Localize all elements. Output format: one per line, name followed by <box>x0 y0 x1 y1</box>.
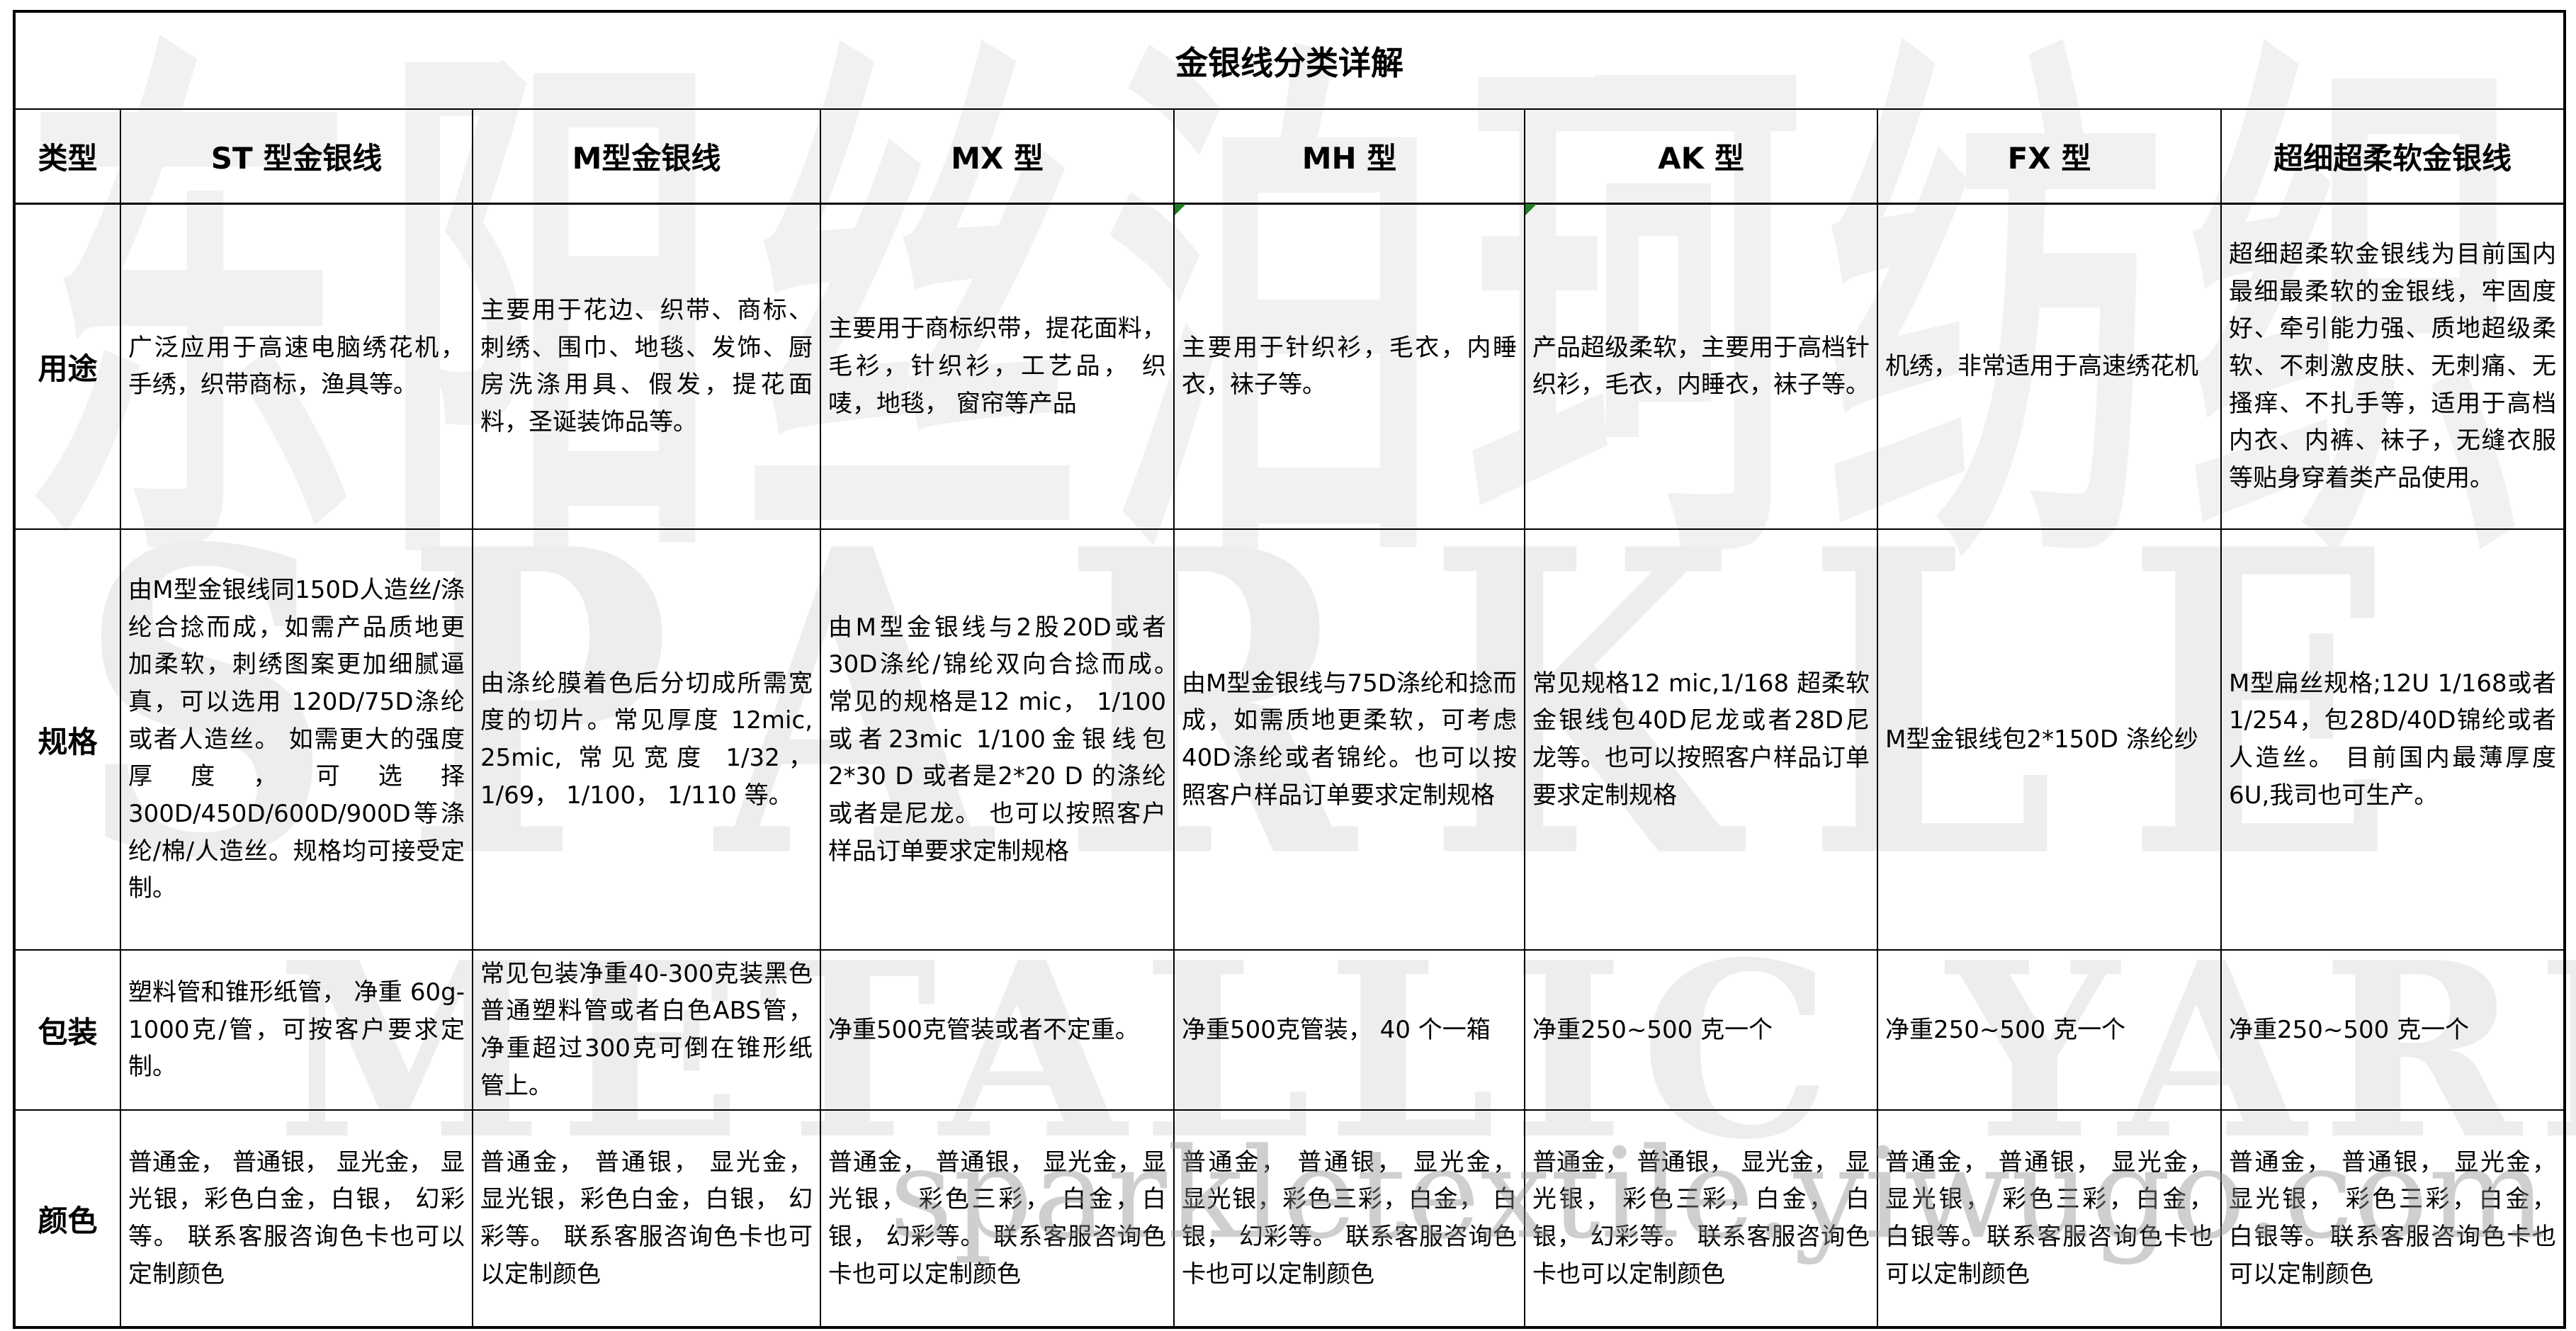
cell-spec-m[interactable]: 由涤纶膜着色后分切成所需宽度的切片。常见厚度 12mic, 25mic, 常见宽… <box>472 528 821 951</box>
table-row-packaging: 包装 塑料管和锥形纸管， 净重 60g-1000克/管，可按客户要求定制。 常见… <box>13 949 2565 1111</box>
cell-usage-st[interactable]: 广泛应用于高速电脑绣花机，手绣，织带商标，渔具等。 <box>120 203 473 530</box>
cell-spec-mh[interactable]: 由M型金银线与75D涤纶和捻而成，如需质地更柔软，可考虑40D涤纶或者锦纶。也可… <box>1173 528 1525 951</box>
cell-color-m[interactable]: 普通金， 普通银， 显光金， 显光银，彩色白金，白银， 幻彩等。 联系客服咨询色… <box>472 1109 821 1328</box>
row-label-packaging[interactable]: 包装 <box>13 949 121 1111</box>
header-cell-mh[interactable]: MH 型 <box>1173 108 1525 205</box>
cell-color-mx[interactable]: 普通金， 普通银， 显光金，显光银， 彩色三彩， 白金，白银， 幻彩等。 联系客… <box>820 1109 1175 1328</box>
header-cell-ultrafine[interactable]: 超细超柔软金银线 <box>2220 108 2565 205</box>
cell-spec-mx[interactable]: 由M型金银线与2股20D或者30D涤纶/锦纶双向合捻而成。 常见的规格是12 m… <box>820 528 1175 951</box>
header-cell-type[interactable]: 类型 <box>13 108 121 205</box>
table-row-color: 颜色 普通金， 普通银， 显光金， 显光银，彩色白金，白银， 幻彩等。 联系客服… <box>13 1109 2565 1328</box>
header-cell-ak[interactable]: AK 型 <box>1524 108 1878 205</box>
cell-packaging-st[interactable]: 塑料管和锥形纸管， 净重 60g-1000克/管，可按客户要求定制。 <box>120 949 473 1111</box>
table-row-spec: 规格 由M型金银线同150D人造丝/涤纶合捻而成，如需产品质地更加柔软，刺绣图案… <box>13 528 2565 951</box>
cell-color-ak[interactable]: 普通金， 普通银， 显光金， 显光银， 彩色三彩，白金， 白银， 幻彩等。 联系… <box>1524 1109 1878 1328</box>
row-label-usage[interactable]: 用途 <box>13 203 121 530</box>
cell-spec-st[interactable]: 由M型金银线同150D人造丝/涤纶合捻而成，如需产品质地更加柔软，刺绣图案更加细… <box>120 528 473 951</box>
cell-color-fx[interactable]: 普通金， 普通银， 显光金， 显光银， 彩色三彩，白金， 白银等。联系客服咨询色… <box>1877 1109 2222 1328</box>
row-label-color[interactable]: 颜色 <box>13 1109 121 1328</box>
table-title-row: 金银线分类详解 <box>13 10 2566 110</box>
page-title[interactable]: 金银线分类详解 <box>13 10 2566 110</box>
classification-table: 金银线分类详解 类型 ST 型金银线 M型金银线 MX 型 MH 型 AK 型 … <box>13 10 2566 1329</box>
error-flag-icon <box>1175 204 1186 215</box>
cell-packaging-ak[interactable]: 净重250~500 克一个 <box>1524 949 1878 1111</box>
cell-usage-ak[interactable]: 产品超级柔软，主要用于高档针织衫，毛衣，内睡衣，袜子等。 <box>1524 203 1878 530</box>
cell-usage-mx[interactable]: 主要用于商标织带，提花面料，毛衫，针织衫，工艺品， 织唛，地毯， 窗帘等产品 <box>820 203 1175 530</box>
cell-packaging-m[interactable]: 常见包装净重40-300克装黑色普通塑料管或者白色ABS管，净重超过300克可倒… <box>472 949 821 1111</box>
cell-usage-fx[interactable]: 机绣，非常适用于高速绣花机 <box>1877 203 2222 530</box>
cell-packaging-mx[interactable]: 净重500克管装或者不定重。 <box>820 949 1175 1111</box>
cell-color-mh[interactable]: 普通金， 普通银， 显光金， 显光银，彩色三彩，白金， 白银， 幻彩等。 联系客… <box>1173 1109 1525 1328</box>
cell-color-ultrafine[interactable]: 普通金， 普通银， 显光金， 显光银， 彩色三彩，白金， 白银等。联系客服咨询色… <box>2220 1109 2565 1328</box>
header-cell-st[interactable]: ST 型金银线 <box>120 108 473 205</box>
cell-usage-mh[interactable]: 主要用于针织衫，毛衣，内睡衣，袜子等。 <box>1173 203 1525 530</box>
header-cell-mx[interactable]: MX 型 <box>820 108 1175 205</box>
cell-spec-ak[interactable]: 常见规格12 mic,1/168 超柔软金银线包40D尼龙或者28D尼龙等。也可… <box>1524 528 1878 951</box>
error-flag-icon <box>1525 204 1537 215</box>
cell-color-st[interactable]: 普通金， 普通银， 显光金， 显光银，彩色白金，白银， 幻彩等。 联系客服咨询色… <box>120 1109 473 1328</box>
cell-packaging-mh[interactable]: 净重500克管装， 40 个一箱 <box>1173 949 1525 1111</box>
table-header-row: 类型 ST 型金银线 M型金银线 MX 型 MH 型 AK 型 FX 型 超细超… <box>13 108 2565 205</box>
header-cell-fx[interactable]: FX 型 <box>1877 108 2222 205</box>
header-cell-m[interactable]: M型金银线 <box>472 108 821 205</box>
cell-spec-ultrafine[interactable]: M型扁丝规格;12U 1/168或者1/254，包28D/40D锦纶或者人造丝。… <box>2220 528 2565 951</box>
cell-usage-m[interactable]: 主要用于花边、织带、商标、刺绣、围巾、地毯、发饰、厨房洗涤用具、假发，提花面料，… <box>472 203 821 530</box>
cell-usage-ultrafine[interactable]: 超细超柔软金银线为目前国内最细最柔软的金银线，牢固度好、牵引能力强、质地超级柔软… <box>2220 203 2565 530</box>
row-label-spec[interactable]: 规格 <box>13 528 121 951</box>
cell-spec-fx[interactable]: M型金银线包2*150D 涤纶纱 <box>1877 528 2222 951</box>
cell-packaging-ultrafine[interactable]: 净重250~500 克一个 <box>2220 949 2565 1111</box>
cell-packaging-fx[interactable]: 净重250~500 克一个 <box>1877 949 2222 1111</box>
table-row-usage: 用途 广泛应用于高速电脑绣花机，手绣，织带商标，渔具等。 主要用于花边、织带、商… <box>13 203 2565 530</box>
